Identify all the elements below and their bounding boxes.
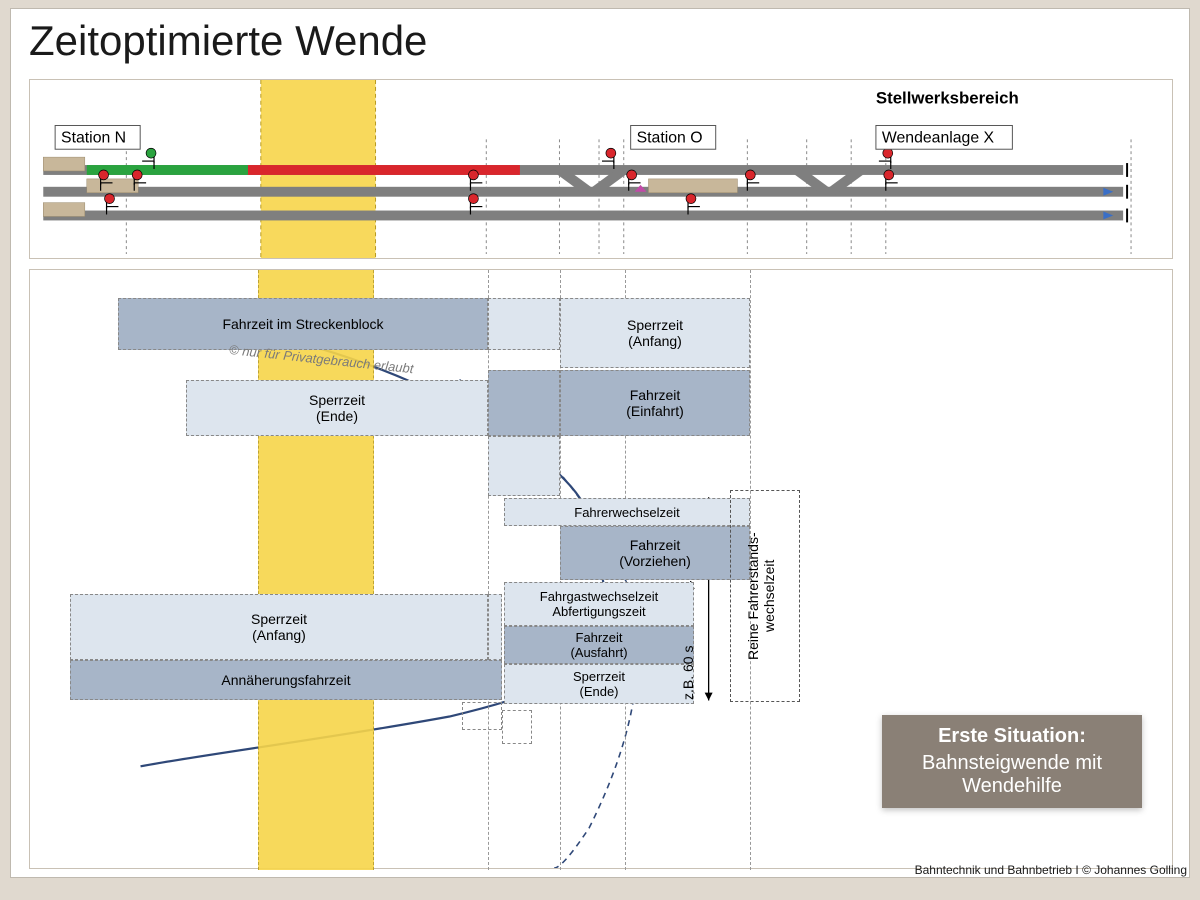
time-block: Fahrzeit (Ausfahrt) bbox=[504, 626, 694, 664]
time-block bbox=[488, 298, 560, 350]
slide-title: Zeitoptimierte Wende bbox=[29, 17, 427, 65]
time-block: Annäherungsfahrzeit bbox=[70, 660, 502, 700]
time-block: Fahrzeit im Streckenblock bbox=[118, 298, 488, 350]
svg-text:Wendeanlage X: Wendeanlage X bbox=[882, 129, 995, 146]
svg-text:Stellwerksbereich: Stellwerksbereich bbox=[876, 89, 1019, 108]
time-block bbox=[502, 710, 532, 744]
time-block bbox=[488, 594, 502, 660]
track-svg: Station N Station O Wendeanlage X Stellwerk… bbox=[30, 80, 1172, 258]
track-panel: Station N Station O Wendeanlage X Stellwerk… bbox=[29, 79, 1173, 259]
slide: Zeitoptimierte Wende Station N Station O W… bbox=[10, 8, 1190, 878]
footer-credit: Bahntechnik und Bahnbetrieb I © Johannes… bbox=[915, 863, 1187, 877]
time-block: Fahrerwechselzeit bbox=[504, 498, 750, 526]
label-60s: z.B. 60 s bbox=[680, 600, 696, 700]
label-wechselzeit: Reine Fahrerstands- wechselzeit bbox=[745, 500, 777, 692]
time-block: Fahrzeit (Einfahrt) bbox=[560, 370, 750, 436]
timeblock-panel: Fahrzeit im Streckenblock Sperrzeit (Anfa… bbox=[29, 269, 1173, 869]
time-block: Fahrgastwechselzeit Abfertigungszeit bbox=[504, 582, 694, 626]
time-block bbox=[462, 702, 502, 730]
svg-text:Station O: Station O bbox=[637, 129, 703, 146]
time-block: Sperrzeit (Ende) bbox=[504, 664, 694, 704]
situation-callout: Erste Situation: Bahnsteigwende mit Wende… bbox=[882, 715, 1142, 808]
svg-text:Station N: Station N bbox=[61, 129, 126, 146]
time-block: Sperrzeit (Anfang) bbox=[560, 298, 750, 368]
callout-body: Bahnsteigwende mit Wendehilfe bbox=[898, 752, 1126, 798]
time-block: Sperrzeit (Anfang) bbox=[70, 594, 488, 660]
time-block: Fahrzeit (Vorziehen) bbox=[560, 526, 750, 580]
time-block: Sperrzeit (Ende) bbox=[186, 380, 488, 436]
time-block bbox=[488, 436, 560, 496]
callout-title: Erste Situation: bbox=[898, 725, 1126, 748]
guide-vline bbox=[488, 270, 489, 870]
time-block bbox=[488, 370, 560, 436]
